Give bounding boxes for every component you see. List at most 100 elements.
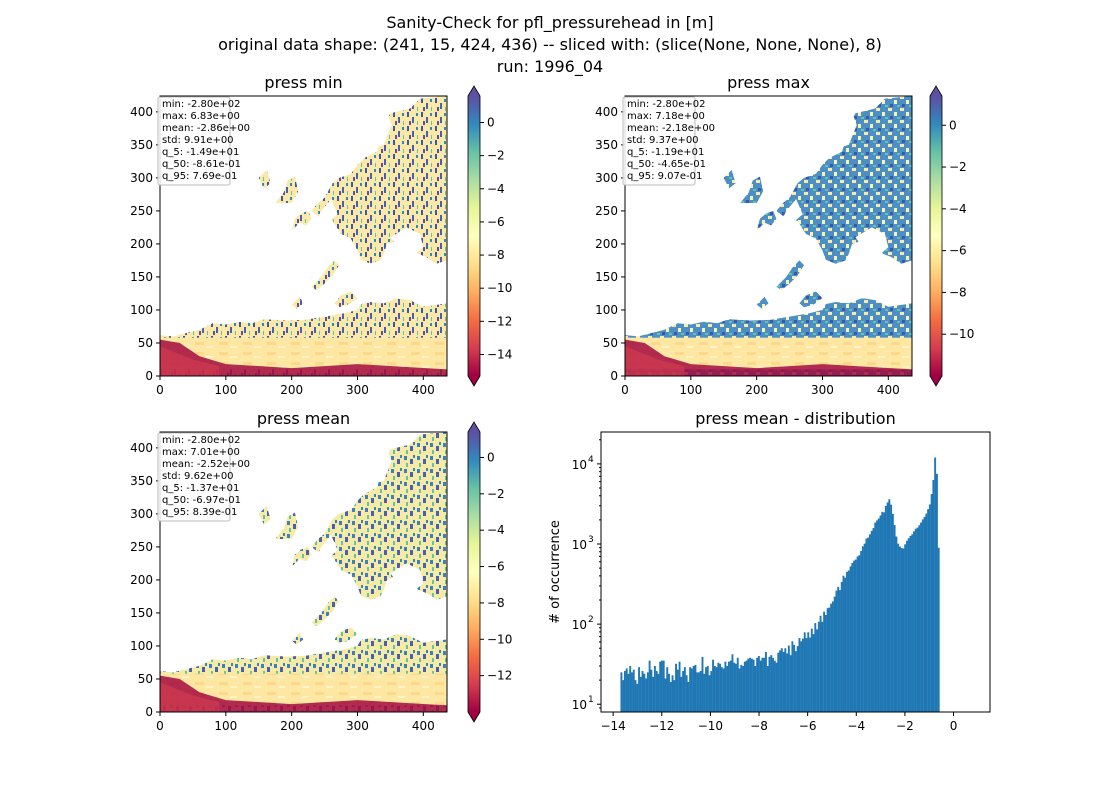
dry-soil-band bbox=[625, 339, 912, 376]
y-tick-label: 250 bbox=[130, 540, 153, 554]
histogram-bar bbox=[809, 637, 811, 712]
histogram-bar bbox=[824, 614, 827, 712]
y-tick-label: 100 bbox=[595, 303, 618, 317]
histogram-bar bbox=[844, 577, 847, 712]
x-tick-label: 300 bbox=[811, 383, 834, 397]
map-frame bbox=[159, 431, 448, 713]
histogram-bar bbox=[729, 660, 732, 712]
y-tick-exponent: 1 bbox=[588, 695, 594, 705]
histogram-bar bbox=[890, 504, 893, 712]
y-tick-label: 150 bbox=[130, 606, 153, 620]
colorbar: 0 −2 −4 −6 −8 −10 bbox=[929, 85, 974, 387]
land-region-2 bbox=[291, 546, 312, 567]
stats-line: min: -2.80e+02 bbox=[627, 99, 706, 110]
stats-line: q_5: -1.49e+01 bbox=[162, 147, 239, 158]
histogram-bar bbox=[768, 656, 771, 712]
histogram-bar bbox=[666, 667, 669, 712]
stats-line: q_95: 7.69e-01 bbox=[162, 171, 237, 182]
land-region-7 bbox=[334, 291, 358, 308]
histogram-bar bbox=[870, 530, 873, 712]
histogram-bar bbox=[719, 663, 722, 712]
stats-line: q_50: -8.61e-01 bbox=[162, 159, 241, 170]
land-region-2 bbox=[291, 210, 312, 231]
histogram-bar bbox=[779, 650, 781, 712]
histogram-bar bbox=[872, 528, 875, 712]
y-tick-label: 10 bbox=[572, 538, 587, 552]
y-tick-label: 50 bbox=[603, 336, 618, 350]
histogram-bar bbox=[646, 672, 649, 712]
histogram-bar bbox=[775, 662, 778, 712]
histogram-bar bbox=[754, 666, 757, 712]
y-tick-label: 400 bbox=[595, 105, 618, 119]
histogram-bar bbox=[883, 512, 885, 712]
histogram-bar bbox=[794, 651, 797, 712]
histogram-bar bbox=[745, 660, 748, 712]
histogram-bar bbox=[713, 666, 716, 712]
histogram-bars bbox=[620, 457, 940, 712]
land-region-4 bbox=[258, 170, 271, 189]
y-tick-label: 0 bbox=[145, 369, 153, 383]
histogram-bar bbox=[694, 664, 697, 712]
histogram-bar bbox=[727, 661, 730, 712]
sea-region-3 bbox=[377, 267, 414, 284]
histogram-bar bbox=[664, 678, 667, 712]
histogram-bar bbox=[701, 656, 704, 712]
land-region-6 bbox=[291, 632, 304, 645]
histogram-bar bbox=[833, 596, 836, 712]
histogram-bar bbox=[680, 676, 683, 712]
map-frame bbox=[624, 95, 913, 377]
colorbar-bottom-extend bbox=[930, 376, 942, 386]
histogram-bar bbox=[856, 556, 859, 712]
colorbar-tick-label: −8 bbox=[487, 596, 505, 610]
dry-soil-west bbox=[625, 346, 685, 376]
x-tick-label: 0 bbox=[156, 719, 164, 733]
histogram-bar bbox=[662, 660, 665, 712]
histogram-bar bbox=[690, 668, 693, 712]
y-tick-label: 50 bbox=[138, 336, 153, 350]
histogram-bar bbox=[826, 608, 829, 712]
histogram-bar bbox=[925, 513, 928, 712]
sea-region-6 bbox=[271, 539, 287, 553]
map-field bbox=[160, 96, 447, 376]
histogram-bar bbox=[726, 666, 729, 712]
panel-title: press mean bbox=[257, 409, 350, 428]
histogram-bar bbox=[817, 621, 820, 712]
histogram-bar bbox=[717, 662, 720, 712]
histogram-bar bbox=[891, 513, 894, 712]
histogram-bar bbox=[930, 494, 933, 712]
histogram-bar bbox=[738, 668, 741, 712]
land-region-3 bbox=[740, 176, 764, 203]
histogram-bar bbox=[740, 664, 743, 712]
histogram-bar bbox=[678, 661, 681, 712]
x-tick-label: 100 bbox=[214, 383, 237, 397]
histogram-bar bbox=[916, 527, 919, 712]
colorbar-tick-label: −14 bbox=[487, 347, 512, 361]
colorbar-tick-label: 0 bbox=[949, 118, 957, 132]
stats-line: min: -2.80e+02 bbox=[162, 435, 241, 446]
land-region-7 bbox=[334, 627, 358, 644]
histogram-bar bbox=[631, 672, 633, 712]
colorbar-frame bbox=[929, 85, 943, 387]
y-tick-label: 200 bbox=[595, 237, 618, 251]
histogram-bar bbox=[712, 659, 715, 712]
histogram-bar bbox=[638, 667, 640, 712]
histogram-bar bbox=[773, 660, 776, 712]
histogram-bar bbox=[705, 667, 707, 712]
colorbar-tick-label: −6 bbox=[487, 560, 505, 574]
x-tick-label: −8 bbox=[750, 719, 768, 733]
histogram-bar bbox=[659, 661, 662, 712]
histogram-bar bbox=[784, 648, 787, 712]
colorbar-top-extend bbox=[930, 86, 942, 96]
histogram-bar bbox=[643, 673, 646, 712]
x-tick-label: 0 bbox=[621, 383, 629, 397]
histogram-bar bbox=[625, 668, 628, 712]
colorbar-tick-label: −2 bbox=[487, 487, 505, 501]
colorbar-gradient bbox=[468, 432, 480, 712]
sea-region-4 bbox=[776, 199, 803, 231]
histogram-bar bbox=[798, 638, 801, 712]
histogram-bar bbox=[770, 655, 773, 712]
land-region-1 bbox=[625, 96, 912, 376]
colorbar-tick-label: −10 bbox=[487, 632, 512, 646]
histogram-bar bbox=[867, 537, 870, 712]
histogram-bar bbox=[766, 666, 769, 712]
